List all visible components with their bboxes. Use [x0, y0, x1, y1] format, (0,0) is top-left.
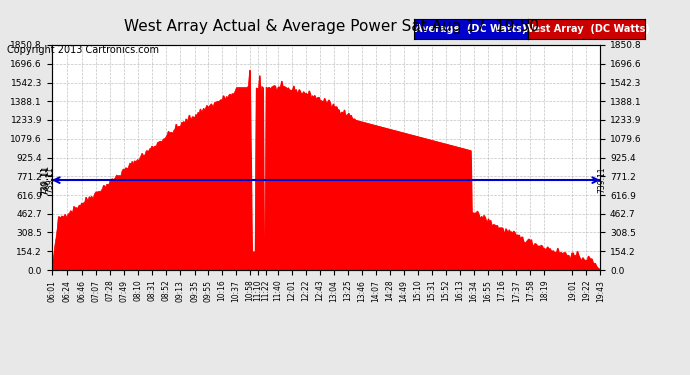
Text: West Array Actual & Average Power Sat Aug 17  19:50: West Array Actual & Average Power Sat Au…: [124, 19, 539, 34]
Text: 739.11: 739.11: [46, 167, 55, 194]
Text: West Array  (DC Watts): West Array (DC Watts): [523, 24, 650, 34]
Text: Copyright 2013 Cartronics.com: Copyright 2013 Cartronics.com: [7, 45, 159, 55]
Text: 739.11: 739.11: [41, 165, 50, 195]
Text: Average  (DC Watts): Average (DC Watts): [415, 24, 526, 34]
Text: 739.11: 739.11: [40, 166, 49, 195]
Text: 739.11: 739.11: [598, 167, 607, 194]
